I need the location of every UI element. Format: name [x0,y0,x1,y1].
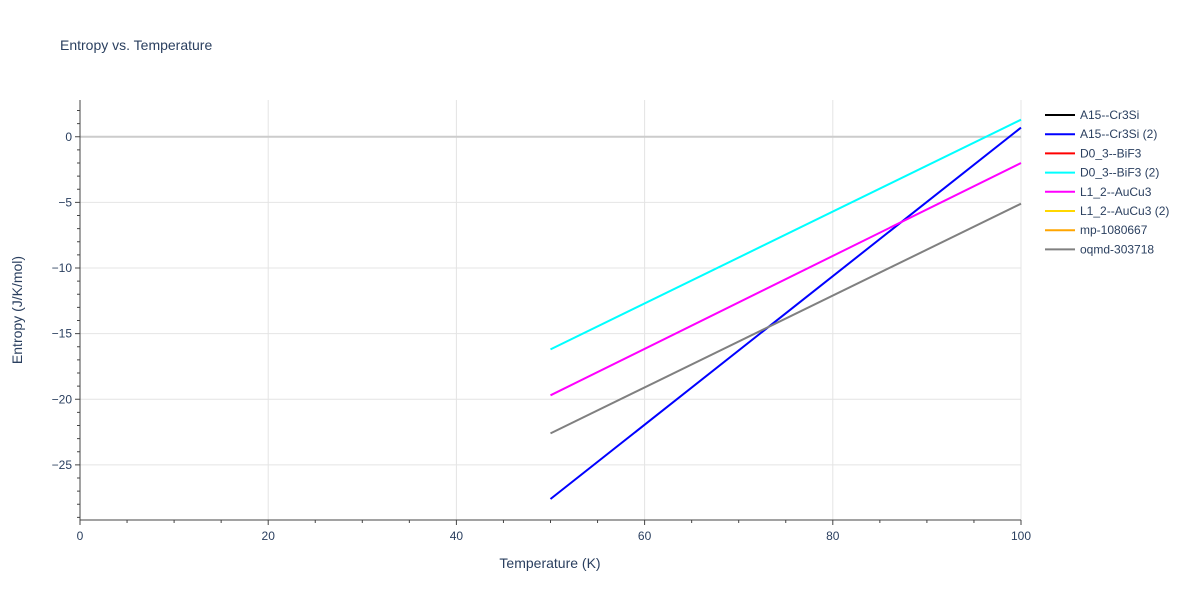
legend-item-l1-2-aucu3-2[interactable]: L1_2--AuCu3 (2) [1045,204,1169,218]
x-tick-label: 60 [638,529,652,543]
y-tick-label: −15 [52,327,73,341]
x-tick-label: 0 [77,529,84,543]
legend-item-d0-3-bif3[interactable]: D0_3--BiF3 [1045,146,1142,160]
legend-item-a15-cr3si[interactable]: A15--Cr3Si [1045,108,1139,122]
legend-label: L1_2--AuCu3 [1080,185,1152,199]
x-tick-label: 40 [450,529,464,543]
legend-item-a15-cr3si-2[interactable]: A15--Cr3Si (2) [1045,127,1157,141]
y-tick-label: −25 [52,458,73,472]
y-axis-label: Entropy (J/K/mol) [9,256,25,364]
series-line-l1-2-aucu3 [550,162,1022,397]
legend-label: D0_3--BiF3 [1080,146,1142,160]
x-axis-label: Temperature (K) [499,555,600,571]
legend-label: mp-1080667 [1080,223,1148,237]
axes [75,100,1022,525]
y-tick-label: −10 [52,261,73,275]
y-tick-label: 0 [65,130,72,144]
legend-label: oqmd-303718 [1080,242,1154,256]
y-tick-label: −20 [52,392,73,406]
x-tick-label: 100 [1011,529,1031,543]
series-line-d0-3-bif3-2 [550,118,1022,351]
x-tick-label: 80 [826,529,840,543]
tick-labels: 0 20 40 60 80 100 0 −5 −10 −15 −20 −25 [52,130,1032,543]
series-lines [549,118,1022,500]
legend-item-l1-2-aucu3[interactable]: L1_2--AuCu3 [1045,185,1152,199]
y-tick-label: −5 [58,195,72,209]
x-tick-label: 20 [262,529,276,543]
series-line-oqmd-303718 [550,202,1022,435]
legend-item-mp-1080667[interactable]: mp-1080667 [1045,223,1148,237]
legend-item-d0-3-bif3-2[interactable]: D0_3--BiF3 (2) [1045,166,1159,180]
chart-title: Entropy vs. Temperature [60,37,212,53]
legend[interactable]: A15--Cr3Si A15--Cr3Si (2) D0_3--BiF3 D0_3--… [1045,108,1169,256]
legend-label: L1_2--AuCu3 (2) [1080,204,1169,218]
grid-lines [80,100,1022,520]
legend-label: A15--Cr3Si (2) [1080,127,1157,141]
legend-label: D0_3--BiF3 (2) [1080,166,1159,180]
legend-item-oqmd-303718[interactable]: oqmd-303718 [1045,242,1154,256]
series-line-a15-cr3si-2 [549,126,1022,500]
legend-label: A15--Cr3Si [1080,108,1139,122]
